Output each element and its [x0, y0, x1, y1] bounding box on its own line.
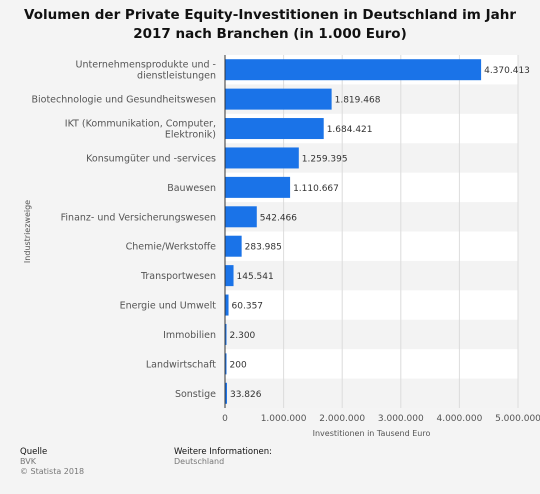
category-label: Energie und Umwelt [120, 301, 217, 312]
category-label: Immobilien [163, 330, 216, 341]
bar [225, 382, 227, 404]
category-label: dienstleistungen [137, 71, 216, 82]
x-tick-label: 0 [222, 414, 228, 424]
value-label: 1.684.421 [327, 125, 373, 135]
bar [225, 294, 229, 316]
x-tick-label: 4.000.000 [436, 414, 482, 424]
info-heading: Weitere Informationen: [174, 447, 272, 457]
bar [225, 59, 482, 81]
x-tick-label: 3.000.000 [378, 414, 424, 424]
category-label: Finanz- und Versicherungswesen [61, 212, 216, 223]
value-label: 1.110.667 [293, 184, 339, 194]
source-block: Quelle BVK © Statista 2018 [20, 447, 84, 477]
y-axis-title: Industriezweige [23, 200, 32, 263]
chart-title: Volumen der Private Equity-Investitionen… [24, 7, 516, 42]
bar [225, 323, 227, 345]
category-label: Unternehmensprodukte und - [76, 60, 216, 71]
bar [225, 353, 227, 375]
value-label: 200 [230, 360, 247, 370]
bar [225, 88, 332, 110]
category-label: Biotechnologie und Gesundheitswesen [31, 95, 216, 106]
bar [225, 176, 291, 198]
info-text: Deutschland [174, 457, 225, 466]
value-label: 1.259.395 [302, 154, 348, 164]
source-heading: Quelle [20, 447, 48, 457]
row-band [225, 260, 518, 291]
value-label: 2.300 [230, 331, 256, 341]
x-tick-label: 1.000.000 [261, 414, 307, 424]
value-label: 33.826 [230, 390, 262, 400]
bar [225, 235, 242, 257]
source-name: BVK [20, 457, 36, 466]
bar [225, 147, 299, 169]
row-band [225, 319, 518, 350]
category-label: Chemie/Werkstoffe [126, 242, 217, 253]
value-label: 542.466 [260, 213, 297, 223]
x-tick-label: 5.000.000 [495, 414, 540, 424]
category-label: Landwirtschaft [146, 359, 216, 370]
category-label: Konsumgüter und -services [86, 153, 216, 164]
category-label: Sonstige [175, 389, 216, 400]
bar [225, 265, 234, 287]
bar [225, 206, 257, 228]
copyright: © Statista 2018 [20, 467, 85, 476]
row-band [225, 378, 518, 408]
category-label: Transportwesen [140, 271, 216, 282]
info-block: Weitere Informationen: Deutschland [174, 447, 272, 467]
bar [225, 118, 324, 140]
category-label: Bauwesen [167, 183, 216, 194]
x-axis-title: Investitionen in Tausend Euro [313, 429, 431, 438]
value-label: 145.541 [237, 272, 274, 282]
value-label: 283.985 [245, 243, 282, 253]
value-label: 60.357 [232, 302, 264, 312]
value-label: 4.370.413 [484, 66, 530, 76]
category-label: Elektronik) [165, 130, 216, 141]
row-band [225, 202, 518, 232]
x-tick-label: 2.000.000 [319, 414, 365, 424]
category-label: IKT (Kommunikation, Computer, [65, 119, 216, 130]
value-label: 1.819.468 [335, 96, 381, 106]
